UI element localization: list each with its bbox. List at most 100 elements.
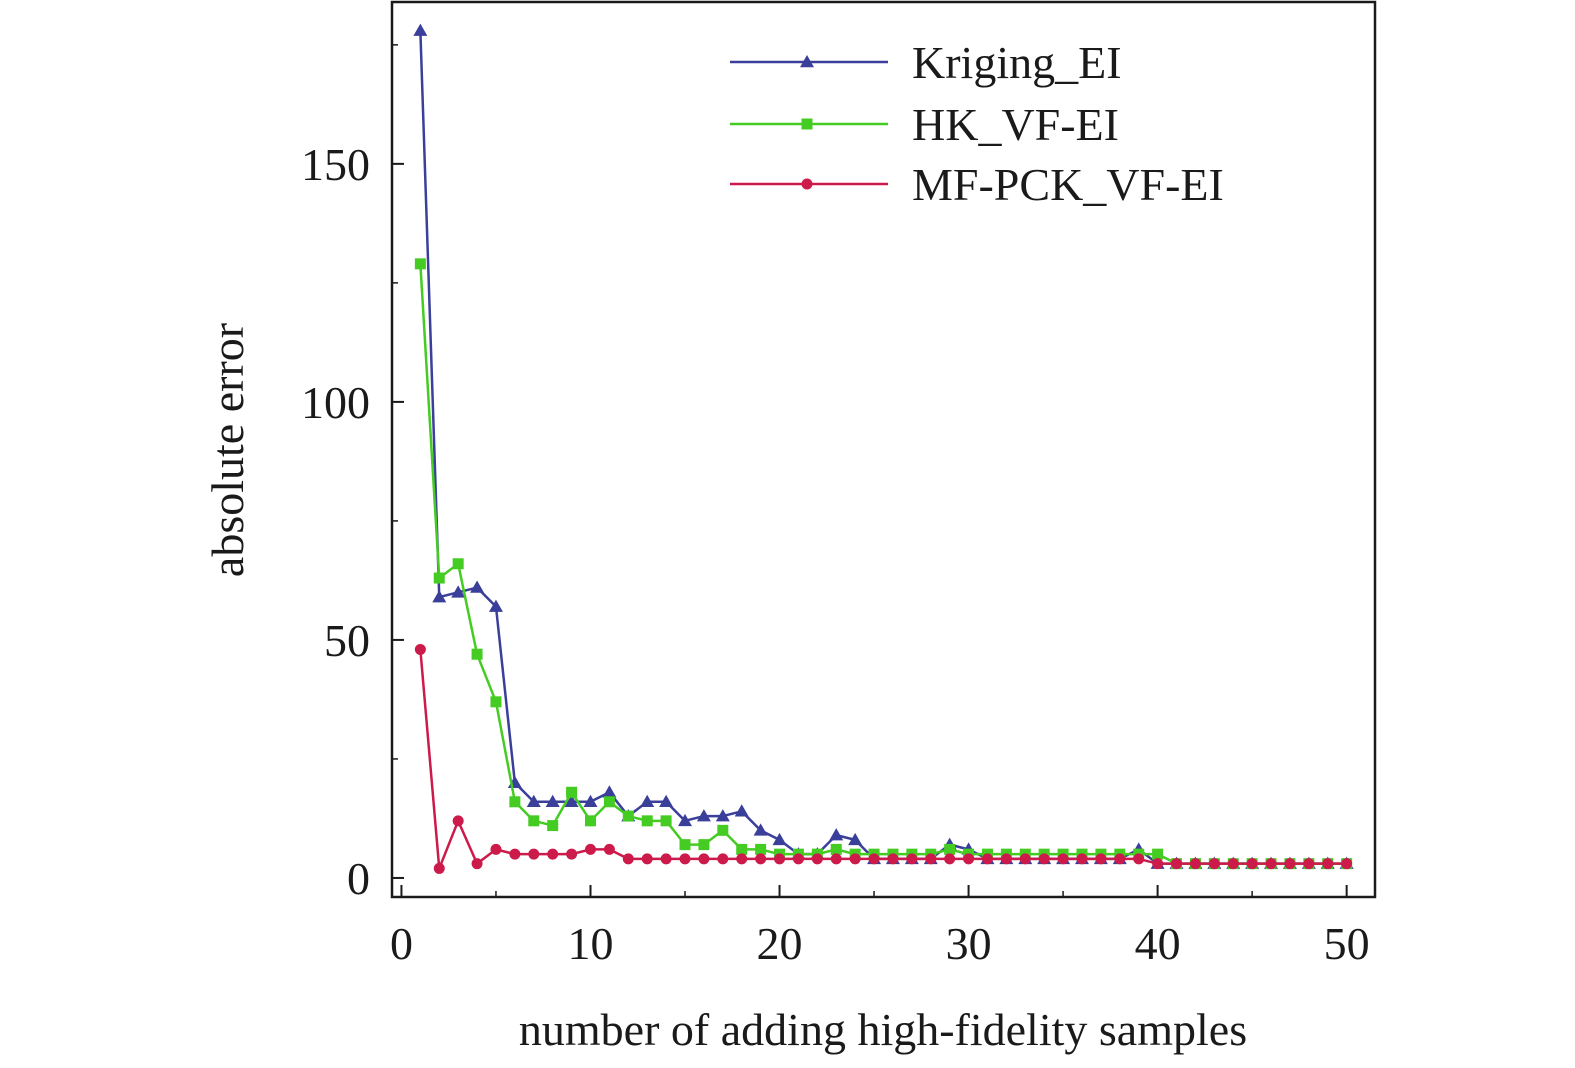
data-point: [547, 848, 559, 860]
legend-item: MF-PCK_VF-EI: [730, 159, 1224, 210]
legend-item: HK_VF-EI: [730, 99, 1119, 150]
data-point: [413, 23, 428, 36]
data-point: [792, 853, 804, 865]
x-axis-ticks: 0 10 20 30 40 50: [390, 885, 1370, 969]
data-point: [944, 843, 956, 855]
data-point: [1341, 858, 1353, 870]
data-point: [774, 853, 786, 865]
data-point: [1019, 853, 1031, 865]
data-point: [1227, 858, 1239, 870]
data-point: [1076, 853, 1088, 865]
data-point: [849, 853, 861, 865]
data-point: [509, 848, 521, 860]
data-point: [583, 794, 598, 808]
data-point: [641, 853, 653, 865]
data-point: [755, 843, 767, 855]
data-point: [848, 832, 863, 846]
data-point: [660, 853, 672, 865]
y-tick-label: 150: [301, 139, 370, 190]
legend-item: Kriging_EI: [730, 37, 1122, 88]
data-point: [640, 794, 655, 808]
data-point: [470, 580, 485, 593]
data-point: [906, 853, 918, 865]
data-point: [698, 839, 710, 851]
legend-marker: [801, 178, 813, 190]
y-tick-label: 0: [347, 853, 370, 904]
data-point: [509, 796, 521, 808]
plot-frame: [390, 0, 1377, 899]
data-point: [414, 643, 426, 655]
legend-label: Kriging_EI: [912, 37, 1122, 88]
data-point: [1038, 853, 1050, 865]
data-point: [488, 599, 503, 612]
x-tick-label: 10: [567, 918, 613, 969]
data-point: [1000, 853, 1012, 865]
legend-marker: [800, 55, 814, 68]
x-axis-label: number of adding high-fidelity samples: [519, 1004, 1247, 1055]
legend-label: HK_VF-EI: [912, 99, 1119, 150]
data-point: [641, 815, 653, 827]
y-axis-label: absolute error: [202, 323, 253, 577]
data-point: [772, 832, 787, 846]
data-point: [602, 785, 617, 798]
data-point: [811, 853, 823, 865]
data-point: [1303, 858, 1315, 870]
data-point: [715, 809, 730, 822]
data-point: [736, 853, 748, 865]
data-point: [547, 820, 559, 832]
data-point: [622, 853, 634, 865]
data-point: [528, 815, 540, 827]
data-point: [451, 585, 466, 598]
data-point: [753, 823, 768, 836]
data-point: [1208, 858, 1220, 870]
data-point: [944, 853, 956, 865]
data-point: [717, 824, 729, 836]
data-point: [414, 258, 426, 270]
x-tick-label: 0: [390, 918, 413, 969]
data-point: [1265, 858, 1277, 870]
data-point: [1189, 858, 1201, 870]
data-point: [433, 862, 445, 874]
data-point: [1114, 853, 1126, 865]
data-point: [868, 853, 880, 865]
data-point: [452, 815, 464, 827]
data-point: [1133, 853, 1145, 865]
legend-marker: [801, 118, 813, 130]
data-point: [1246, 858, 1258, 870]
data-point: [678, 813, 693, 827]
data-point: [566, 848, 578, 860]
x-tick-label: 40: [1135, 918, 1181, 969]
data-point: [584, 815, 596, 827]
data-point: [734, 804, 749, 817]
data-point: [660, 815, 672, 827]
data-point: [432, 590, 447, 603]
data-point: [659, 794, 674, 808]
data-point: [736, 843, 748, 855]
data-point: [829, 828, 844, 841]
data-point: [526, 794, 541, 808]
data-point: [471, 858, 483, 870]
x-tick-label: 50: [1324, 918, 1370, 969]
data-point: [1057, 853, 1069, 865]
data-point: [433, 572, 445, 584]
data-point: [679, 853, 691, 865]
data-point: [925, 853, 937, 865]
data-point: [528, 848, 540, 860]
data-point: [1095, 853, 1107, 865]
data-point: [717, 853, 729, 865]
data-point: [981, 853, 993, 865]
plot-area: 0 10 20 30 40 50 0 50 100 150: [301, 0, 1377, 969]
data-point: [696, 809, 711, 822]
data-point: [545, 794, 560, 808]
data-point: [490, 696, 502, 708]
data-point: [755, 853, 767, 865]
data-point: [679, 839, 691, 851]
data-point: [887, 853, 899, 865]
data-point: [622, 810, 634, 822]
data-point: [1152, 858, 1164, 870]
data-point: [452, 558, 464, 570]
data-point: [471, 648, 483, 660]
x-tick-label: 30: [946, 918, 992, 969]
data-point: [1322, 858, 1334, 870]
